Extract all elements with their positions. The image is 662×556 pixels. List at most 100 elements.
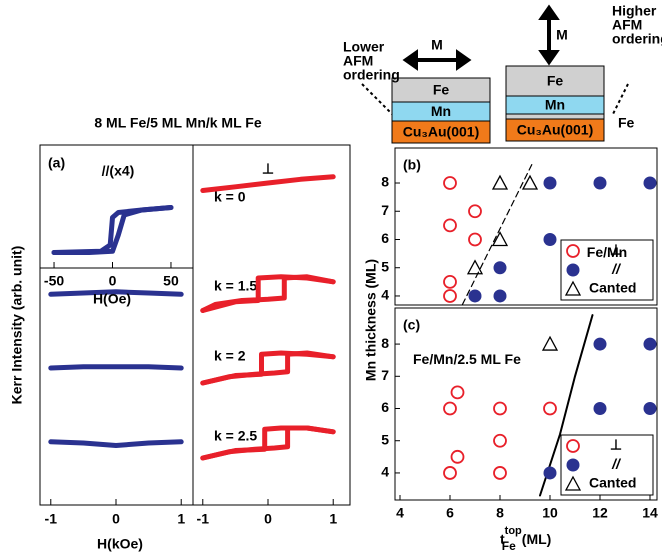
marker (444, 219, 456, 231)
row-label: k = 2 (214, 348, 246, 364)
x-tick-label: 6 (446, 505, 454, 521)
marker (469, 289, 482, 302)
marker (594, 338, 607, 351)
note: ordering (343, 67, 400, 83)
marker (644, 177, 657, 190)
annotation: Fe/Mn (587, 244, 627, 260)
kerr-loop (51, 367, 181, 368)
y-tick-label: 6 (381, 399, 389, 415)
chart-title: 8 ML Fe/5 ML Mn/k ML Fe (94, 115, 261, 131)
marker (469, 205, 481, 217)
marker (494, 467, 506, 479)
marker (469, 233, 481, 245)
x-tick-label: -50 (44, 273, 64, 289)
marker (644, 338, 657, 351)
y-tick-label: 5 (381, 258, 389, 274)
row-label: k = 2.5 (214, 428, 257, 444)
y-tick-label: 8 (381, 174, 389, 190)
marker (444, 276, 456, 288)
marker (444, 403, 456, 415)
pointer (362, 84, 392, 114)
row-label: k = 1.5 (214, 278, 257, 294)
x-axis-label-part: top (505, 525, 522, 537)
x-tick-label: 8 (496, 505, 504, 521)
layer-label: Fe (433, 82, 450, 98)
y-tick-label: 7 (381, 202, 389, 218)
y-tick-label: 5 (381, 431, 389, 447)
y-axis-label: Mn thickness (ML) (363, 259, 379, 381)
marker (494, 435, 506, 447)
marker (494, 261, 507, 274)
marker (452, 386, 464, 398)
moment-label: M (556, 27, 568, 43)
kerr-loop (51, 442, 181, 446)
x-axis-label: H(Oe) (93, 291, 131, 307)
x-tick-label: 12 (592, 505, 608, 521)
kerr-loop (54, 208, 171, 253)
y-tick-label: 6 (381, 230, 389, 246)
marker (544, 177, 557, 190)
layer-label: Cu₃Au(001) (403, 124, 479, 140)
y-tick-label: 4 (381, 464, 389, 480)
column-label: //(x4) (102, 163, 135, 179)
layer-label: Mn (431, 103, 451, 119)
x-tick-label: 14 (642, 505, 658, 521)
fe-layer (506, 114, 604, 119)
marker (644, 402, 657, 415)
marker (468, 261, 482, 274)
marker (444, 290, 456, 302)
marker (452, 451, 464, 463)
layer-label: Mn (545, 97, 565, 113)
layer-label: Fe (547, 73, 564, 89)
marker (543, 337, 557, 350)
moment-arrow (542, 8, 556, 62)
marker (567, 264, 580, 277)
x-axis-label-part: Fe (502, 539, 516, 553)
marker (594, 177, 607, 190)
y-axis-label: Kerr Intensity (arb. unit) (9, 246, 25, 405)
figure: LowerAFMorderingHigherAFMorderingMMFeMnC… (0, 0, 662, 556)
x-tick-label: 50 (163, 273, 179, 289)
x-tick-label: 1 (177, 511, 185, 527)
moment-label: M (431, 37, 443, 53)
pointer (612, 84, 628, 116)
note: ordering (612, 31, 662, 47)
x-tick-label: 0 (112, 511, 120, 527)
kerr-loop (203, 177, 333, 191)
x-tick-label: 10 (542, 505, 558, 521)
x-tick-label: 1 (329, 511, 337, 527)
legend-label: Canted (589, 280, 636, 296)
y-tick-label: 4 (381, 287, 389, 303)
x-axis-label-part: (ML) (522, 531, 552, 547)
annotation: Fe/Mn/2.5 ML Fe (413, 351, 521, 367)
x-tick-label: 0 (109, 273, 117, 289)
layer-label: Fe (618, 115, 635, 131)
marker (493, 176, 507, 189)
marker (444, 467, 456, 479)
x-tick-label: -1 (45, 511, 58, 527)
x-axis-label: ttopFe(ML) (500, 525, 551, 553)
panel-label: (a) (48, 155, 65, 171)
marker (494, 289, 507, 302)
panel-label: (b) (403, 157, 421, 173)
panel-a-frame (40, 145, 350, 505)
y-tick-label: 8 (381, 335, 389, 351)
y-tick-label: 7 (381, 367, 389, 383)
marker (544, 466, 557, 479)
x-tick-label: 0 (264, 511, 272, 527)
marker (567, 459, 580, 472)
marker (444, 177, 456, 189)
marker (544, 233, 557, 246)
legend-label: Canted (589, 475, 636, 491)
marker (544, 403, 556, 415)
legend-label: ⊥ (610, 437, 622, 453)
layer-label: Cu₃Au(001) (517, 122, 593, 138)
x-axis-label: H(kOe) (97, 536, 143, 552)
panel-label: (c) (403, 317, 420, 333)
marker (494, 403, 506, 415)
x-tick-label: -1 (197, 511, 210, 527)
moment-arrow (406, 53, 468, 67)
marker (594, 402, 607, 415)
column-label: ⊥ (262, 161, 274, 177)
x-tick-label: 4 (396, 505, 404, 521)
